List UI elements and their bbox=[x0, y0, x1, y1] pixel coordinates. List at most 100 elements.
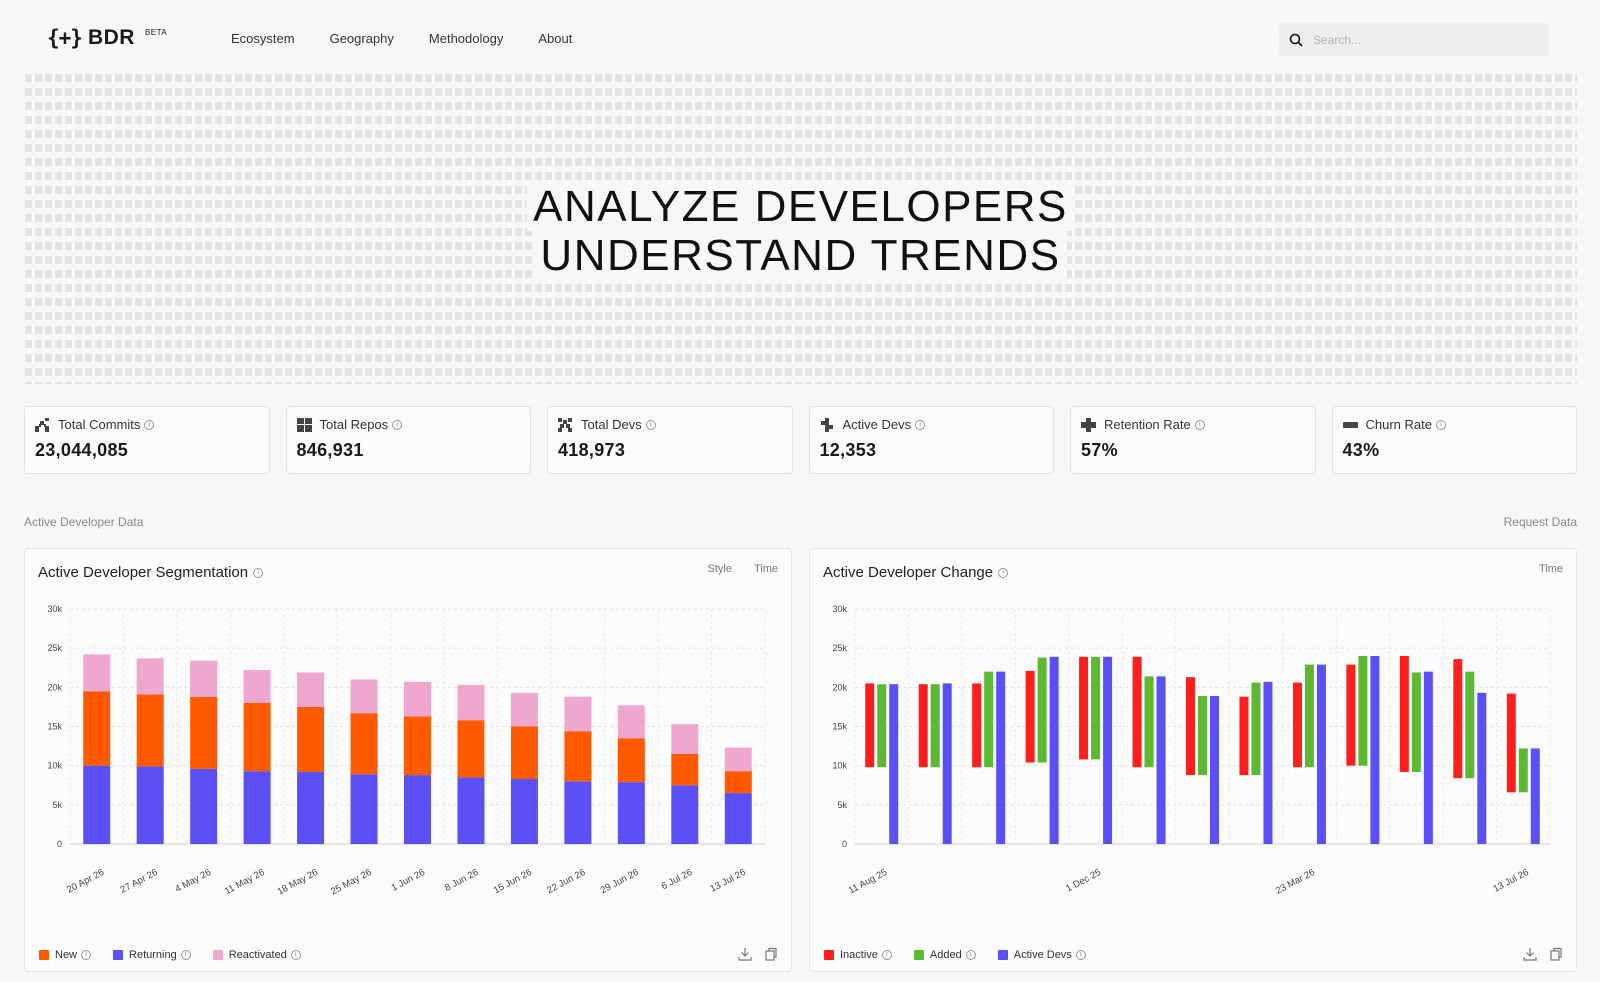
bar-new bbox=[404, 716, 431, 776]
bar-returning bbox=[297, 771, 325, 844]
y-tick-label: 15k bbox=[832, 722, 847, 732]
bar-reactivated bbox=[404, 681, 431, 717]
bar-added bbox=[1465, 671, 1475, 779]
bar-new bbox=[671, 753, 699, 786]
stat-value: 43% bbox=[1342, 440, 1380, 460]
legend-item-added[interactable]: Added i bbox=[913, 949, 976, 961]
bar-inactive bbox=[918, 684, 928, 768]
x-tick-label: 1 Dec 25 bbox=[1064, 867, 1103, 895]
active-devs-icon bbox=[820, 417, 833, 432]
nav-link-ecosystem[interactable]: Ecosystem bbox=[231, 31, 295, 46]
y-tick-label: 15k bbox=[47, 722, 62, 732]
bar-added bbox=[1358, 656, 1368, 766]
legend-label: Active Devs bbox=[1013, 949, 1072, 961]
info-icon[interactable]: i bbox=[1194, 419, 1205, 430]
card-controls: Time bbox=[1539, 563, 1563, 575]
info-icon[interactable]: i bbox=[965, 950, 976, 960]
x-tick-label: 1 Jun 26 bbox=[390, 867, 427, 894]
style-toggle[interactable]: Style bbox=[707, 563, 732, 575]
bar-new bbox=[617, 738, 645, 783]
info-icon[interactable]: i bbox=[253, 567, 264, 578]
bar-inactive bbox=[1079, 656, 1089, 760]
bar-new bbox=[457, 720, 485, 778]
search-box[interactable] bbox=[1279, 23, 1549, 56]
info-icon[interactable]: i bbox=[881, 950, 892, 960]
bar-returning bbox=[83, 765, 111, 844]
bar-reactivated bbox=[564, 696, 592, 732]
y-tick-label: 0 bbox=[842, 839, 847, 849]
bar-returning bbox=[510, 778, 538, 844]
info-icon[interactable]: i bbox=[180, 950, 191, 960]
bar-inactive bbox=[1506, 693, 1516, 793]
logo-mark: {+} bbox=[47, 26, 83, 50]
segmentation-chart-card: Active Developer Segmentation i Style Ti… bbox=[24, 548, 792, 972]
y-tick-label: 25k bbox=[47, 643, 62, 653]
legend-swatch-new bbox=[39, 950, 49, 960]
copy-icon[interactable] bbox=[764, 947, 778, 961]
info-icon[interactable]: i bbox=[1435, 419, 1446, 430]
section-label: Active Developer Data bbox=[24, 515, 144, 529]
bar-returning bbox=[617, 782, 645, 844]
stat-card-total-commits: Total Commits i 23,044,085 bbox=[24, 406, 270, 474]
legend-item-returning[interactable]: Returning i bbox=[113, 949, 191, 961]
bar-added bbox=[1037, 657, 1047, 763]
logo[interactable]: {+} BDR BETA bbox=[47, 26, 167, 50]
stat-value: 12,353 bbox=[819, 440, 877, 460]
download-icon[interactable] bbox=[738, 947, 752, 961]
bar-returning bbox=[564, 781, 592, 844]
y-tick-label: 5k bbox=[837, 800, 847, 810]
y-tick-label: 10k bbox=[832, 761, 847, 771]
bar-added bbox=[984, 671, 994, 768]
bar-reactivated bbox=[724, 747, 752, 772]
stat-value: 418,973 bbox=[558, 440, 626, 460]
legend-swatch-added bbox=[913, 950, 924, 960]
nav-link-methodology[interactable]: Methodology bbox=[428, 31, 504, 46]
info-icon[interactable]: i bbox=[915, 419, 926, 430]
y-tick-label: 10k bbox=[47, 761, 62, 771]
info-icon[interactable]: i bbox=[81, 950, 92, 960]
info-icon[interactable]: i bbox=[1075, 950, 1086, 960]
bar-inactive bbox=[1186, 677, 1195, 776]
chart-legend: New i Returning i Reactivated i bbox=[39, 949, 301, 961]
nav-link-geography[interactable]: Geography bbox=[329, 31, 394, 46]
hero-line-2: UNDERSTAND TRENDS bbox=[534, 231, 1067, 280]
info-icon[interactable]: i bbox=[645, 419, 656, 430]
bar-active-devs bbox=[889, 684, 899, 844]
info-icon[interactable]: i bbox=[998, 567, 1009, 578]
info-icon[interactable]: i bbox=[290, 950, 301, 960]
legend-item-active-devs[interactable]: Active Devs i bbox=[997, 949, 1086, 961]
card-actions bbox=[1523, 947, 1563, 961]
time-toggle[interactable]: Time bbox=[753, 563, 778, 575]
stats-row: Total Commits i 23,044,085 Total Repos i… bbox=[24, 406, 1577, 474]
download-icon[interactable] bbox=[1523, 947, 1537, 961]
stat-label: Total Repos bbox=[319, 417, 389, 432]
bar-active-devs bbox=[1103, 656, 1113, 844]
y-tick-label: 25k bbox=[832, 643, 847, 653]
x-tick-label: 27 Apr 26 bbox=[119, 867, 160, 896]
legend-swatch-returning bbox=[113, 950, 124, 960]
bar-new bbox=[243, 703, 271, 772]
top-nav: {+} BDR BETA Ecosystem Geography Methodo… bbox=[0, 0, 1600, 78]
stat-value: 57% bbox=[1081, 440, 1118, 460]
copy-icon[interactable] bbox=[1549, 947, 1563, 961]
stat-label: Total Devs bbox=[581, 417, 642, 432]
bar-active-devs bbox=[1316, 664, 1326, 844]
hero-banner: ANALYZE DEVELOPERS UNDERSTAND TRENDS bbox=[24, 72, 1577, 384]
info-icon[interactable]: i bbox=[392, 419, 403, 430]
time-toggle[interactable]: Time bbox=[1538, 563, 1563, 575]
info-icon[interactable]: i bbox=[144, 419, 155, 430]
churn-icon bbox=[1342, 421, 1358, 428]
x-tick-label: 4 May 26 bbox=[173, 867, 213, 895]
bar-reactivated bbox=[243, 670, 271, 703]
nav-link-about[interactable]: About bbox=[538, 31, 573, 46]
search-input[interactable] bbox=[1313, 32, 1533, 47]
bar-returning bbox=[350, 774, 378, 844]
legend-item-new[interactable]: New i bbox=[39, 949, 92, 961]
bar-new bbox=[297, 706, 325, 772]
stat-card-retention-rate: Retention Rate i 57% bbox=[1070, 406, 1316, 474]
request-data-link[interactable]: Request Data bbox=[1503, 515, 1577, 529]
legend-item-inactive[interactable]: Inactive i bbox=[824, 949, 892, 961]
stat-card-total-repos: Total Repos i 846,931 bbox=[285, 406, 531, 474]
bar-reactivated bbox=[457, 684, 485, 721]
legend-item-reactivated[interactable]: Reactivated i bbox=[212, 949, 301, 961]
